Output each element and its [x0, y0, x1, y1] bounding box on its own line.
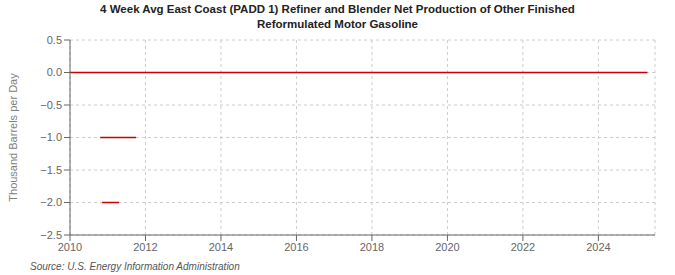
- svg-text:−1.0: −1.0: [40, 131, 62, 143]
- svg-text:−0.5: −0.5: [40, 99, 62, 111]
- svg-text:2018: 2018: [360, 241, 384, 253]
- svg-text:0.0: 0.0: [47, 66, 62, 78]
- html-text:Source: U.S. Energy Informatio: Source: U.S. Energy Information Administ…: [30, 261, 240, 272]
- html-text:Reformulated Motor Gasoline: Reformulated Motor Gasoline: [257, 18, 418, 30]
- svg-text:−2.5: −2.5: [40, 229, 62, 241]
- html-text:4 Week Avg East Coast (PADD 1): 4 Week Avg East Coast (PADD 1) Refiner a…: [100, 3, 575, 15]
- svg-text:0.5: 0.5: [47, 34, 62, 46]
- svg-text:2020: 2020: [435, 241, 459, 253]
- svg-text:−1.5: −1.5: [40, 164, 62, 176]
- svg-text:2016: 2016: [284, 241, 308, 253]
- svg-text:2014: 2014: [209, 241, 233, 253]
- svg-text:2024: 2024: [586, 241, 610, 253]
- svg-text:2022: 2022: [511, 241, 535, 253]
- svg-text:−2.0: −2.0: [40, 196, 62, 208]
- svg-text:2010: 2010: [58, 241, 82, 253]
- svg-text:Thousand Barrels per Day: Thousand Barrels per Day: [8, 73, 19, 202]
- svg-text:2012: 2012: [133, 241, 157, 253]
